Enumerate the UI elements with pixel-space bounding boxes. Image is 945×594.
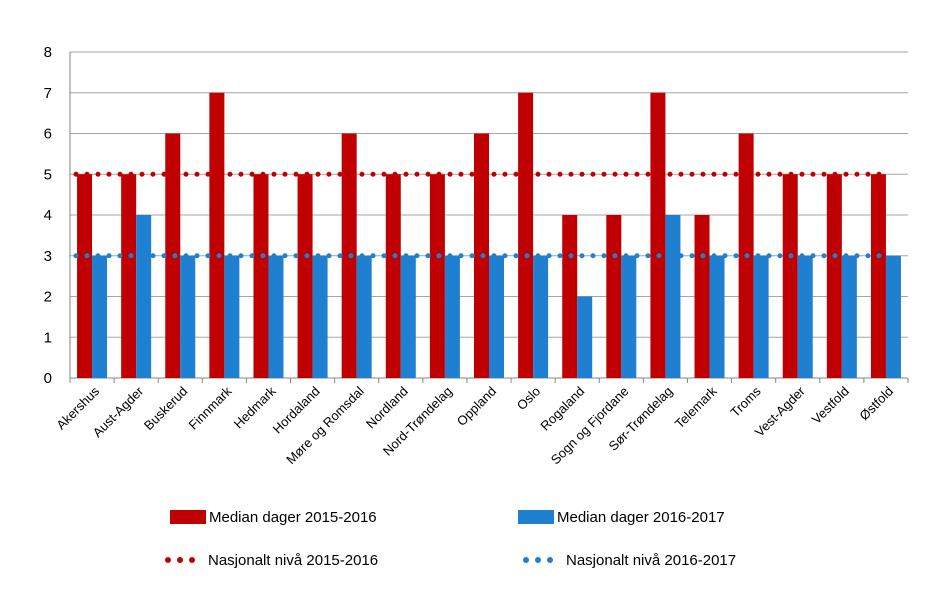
- bar-2016-2017: [444, 255, 460, 378]
- legend-item: Nasjonalt nivå 2016-2017: [523, 552, 736, 569]
- bar-2015-2016: [650, 92, 666, 378]
- bar-2015-2016: [518, 92, 534, 378]
- legend-item: Median dager 2015-2016: [170, 509, 377, 526]
- bar-2015-2016: [694, 215, 710, 378]
- bar-2015-2016: [562, 215, 578, 378]
- y-tick-label: 0: [44, 370, 52, 387]
- x-tick-label: Finnmark: [186, 383, 235, 432]
- legend-label: Nasjonalt nivå 2015-2016: [208, 552, 378, 569]
- y-axis-ticks: 0 1 2 3 4 5 6 7 8: [44, 44, 52, 387]
- bar-2016-2017: [400, 255, 416, 378]
- bar-2016-2017: [224, 255, 240, 378]
- x-axis-labels: AkershusAust-AgderBuskerudFinnmarkHedmar…: [53, 383, 896, 467]
- bar-2016-2017: [665, 215, 681, 378]
- x-tick-label: Østfold: [856, 384, 896, 424]
- bar-2016-2017: [621, 255, 637, 378]
- bar-2016-2017: [885, 255, 901, 378]
- y-tick-label: 8: [44, 44, 52, 61]
- x-tick-label: Buskerud: [141, 384, 190, 433]
- bar-2015-2016: [870, 174, 886, 378]
- legend-item: Nasjonalt nivå 2015-2016: [165, 552, 378, 569]
- legend-label: Nasjonalt nivå 2016-2017: [566, 552, 736, 569]
- bar-2016-2017: [753, 255, 769, 378]
- bar-2016-2017: [136, 215, 152, 378]
- bar-2015-2016: [253, 174, 269, 378]
- x-tick-label: Troms: [727, 383, 764, 420]
- x-tick-label: Vestfold: [809, 384, 852, 427]
- x-tick-label: Oppland: [454, 384, 499, 429]
- x-tick-label: Møre og Romsdal: [283, 383, 367, 467]
- bar-2016-2017: [268, 255, 284, 378]
- y-tick-label: 5: [44, 166, 52, 183]
- bar-2016-2017: [533, 255, 549, 378]
- bar-2015-2016: [121, 174, 137, 378]
- bar-2015-2016: [297, 174, 313, 378]
- y-tick-label: 4: [44, 207, 52, 224]
- bar-2015-2016: [209, 92, 225, 378]
- y-tick-label: 7: [44, 85, 52, 102]
- legend-label: Median dager 2015-2016: [209, 509, 377, 526]
- reference-lines: [73, 171, 885, 259]
- y-tick-label: 3: [44, 248, 52, 265]
- legend-label: Median dager 2016-2017: [557, 509, 725, 526]
- x-tick-label: Telemark: [672, 383, 720, 431]
- bar-2016-2017: [92, 255, 108, 378]
- y-tick-label: 6: [44, 126, 52, 143]
- y-tick-label: 1: [44, 329, 52, 346]
- bar-2016-2017: [180, 255, 196, 378]
- legend-swatch: [170, 510, 206, 524]
- legend-item: Median dager 2016-2017: [518, 509, 725, 526]
- bar-2015-2016: [385, 174, 401, 378]
- x-tick-label: Oslo: [514, 384, 544, 414]
- bar-2015-2016: [782, 174, 798, 378]
- bar-2015-2016: [826, 174, 842, 378]
- bar-2016-2017: [356, 255, 372, 378]
- bar-2016-2017: [709, 255, 725, 378]
- bar-2015-2016: [429, 174, 445, 378]
- x-tick-label: Sogn og Fjordane: [548, 384, 632, 468]
- legend: Median dager 2015-2016 Median dager 2016-…: [165, 509, 736, 569]
- bar-2015-2016: [606, 215, 622, 378]
- bar-2016-2017: [841, 255, 857, 378]
- bar-2016-2017: [489, 255, 504, 378]
- bar-2016-2017: [312, 255, 328, 378]
- y-tick-label: 2: [44, 289, 52, 306]
- bar-2016-2017: [797, 255, 813, 378]
- bars: [77, 92, 901, 378]
- legend-swatch: [518, 510, 554, 524]
- bar-2016-2017: [577, 296, 593, 378]
- bar-2015-2016: [77, 174, 93, 378]
